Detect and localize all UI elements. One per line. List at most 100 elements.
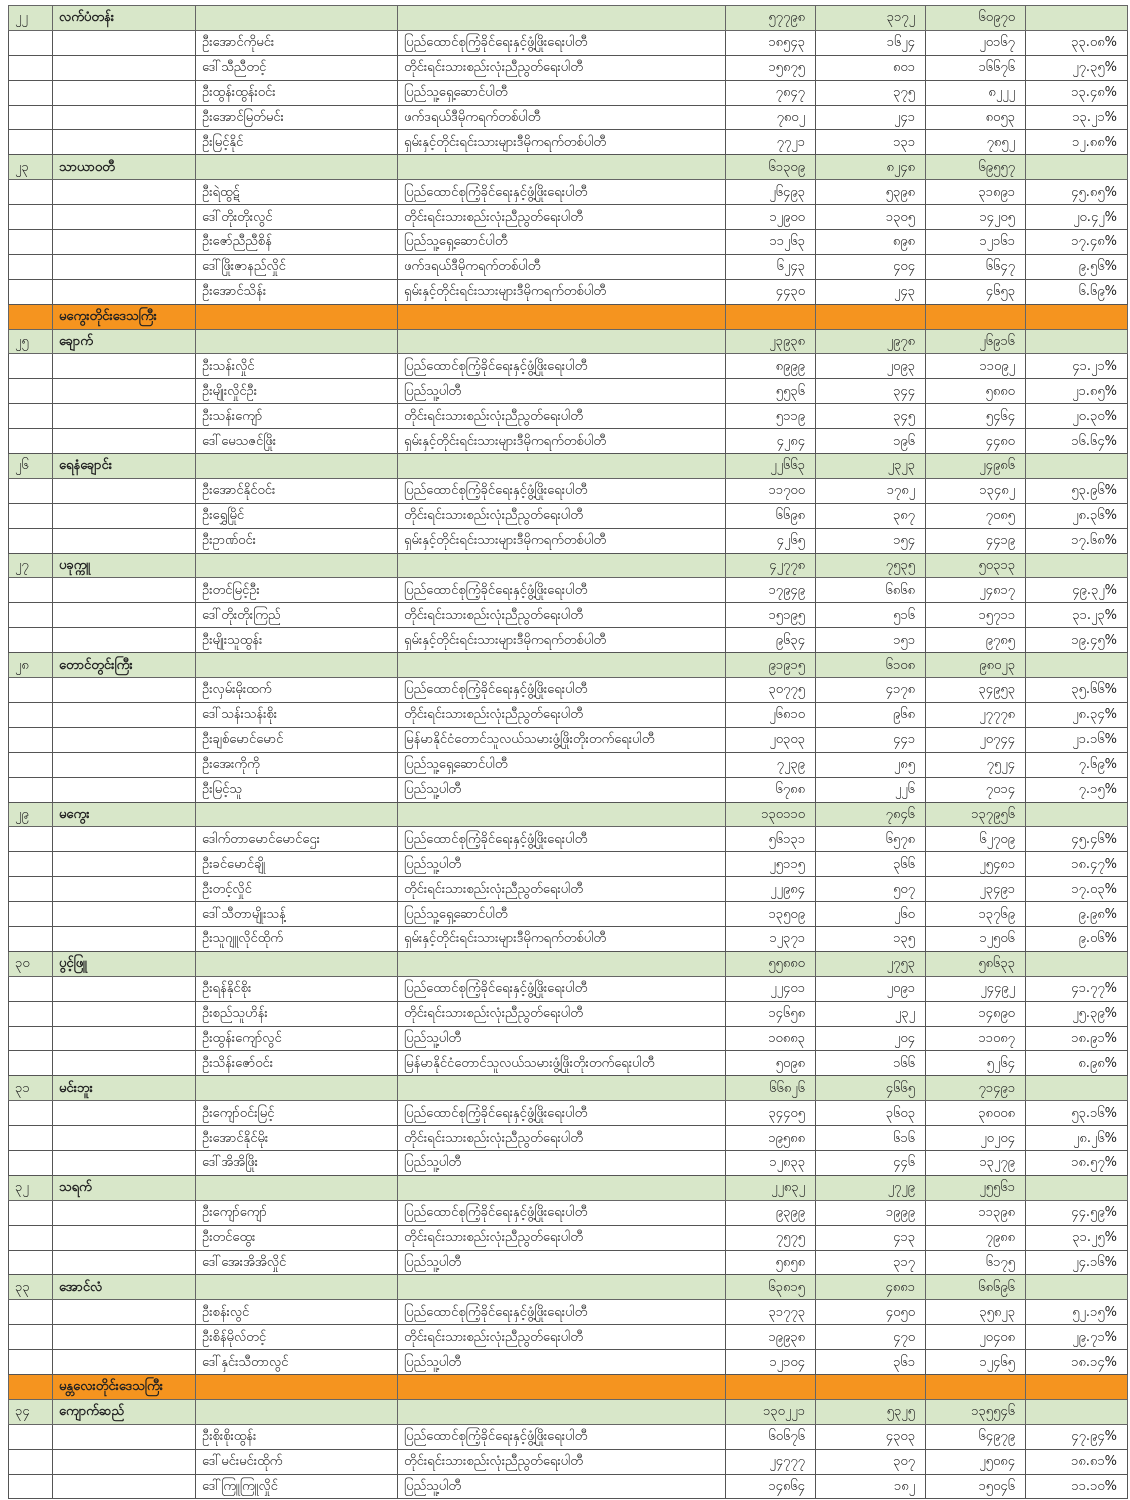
township-name [52,1149,196,1176]
candidate-row: ဦးဥာဏ်ဝင်း ရှမ်းနှင့်တိုင်းရင်းသားများဒီမ… [8,527,1128,554]
valid-votes: ၉၆၃၄ [725,627,816,654]
party-name: ပြည်သူ့ပါတီ [397,1249,726,1276]
candidate-row: ဦးသူဂျူလိုင်ထိုက် ရှမ်းနှင့်တိုင်းရင်းသား… [8,925,1128,952]
township-name [52,1025,196,1052]
party-name: တိုင်းရင်းသားစည်းလုံးညီညွတ်ရေးပါတီ [397,602,726,629]
vote-percentage: ၁၇.၄၈% [1025,229,1128,255]
constituency-row: ၂၂ လက်ပံတန်း ၅၇၇၉၈ ၃၁၇၂ ၆၀၉၇၀ [8,5,1128,31]
vote-percentage: ၁၈.၉၁% [1025,1025,1128,1052]
vote-percentage [1025,1398,1128,1425]
candidate-name: ဦးရဲထွဋ် [195,179,398,206]
vote-percentage: ၅၃.၉၆% [1025,477,1128,504]
township-name [52,851,196,878]
valid-votes: ၂၀၃၀၃ [725,726,816,753]
vote-percentage: ၈.၉၈% [1025,1050,1128,1077]
vote-percentage: ၂၈.၃၄% [1025,701,1128,728]
township-name: မင်းဘူး [52,1075,196,1102]
candidate-row: ဒေါ်သီတာမျိုးသန့် ပြည်သူ့ရှေ့ဆောင်ပါတီ ၁၃၅… [8,901,1128,927]
valid-votes: ၆၆၉၈ [725,502,816,529]
candidate-name: ဦးရန်နိုင်စိုး [195,975,398,1002]
vote-percentage: ၂၀.၄၂% [1025,204,1128,231]
party-name: ပြည်သူ့ပါတီ [397,378,726,405]
constituency-number [8,925,53,952]
township-name [52,179,196,206]
total-votes: ၄၄၁၉ [925,527,1026,554]
candidate-name: ဒေါ်အိအိဖြိုး [195,1149,398,1176]
constituency-number [8,179,53,206]
party-name [397,5,726,31]
valid-votes: ၂၂၈၃၂ [725,1174,816,1201]
candidate-row: ဦးတင့်လှိုင် တိုင်းရင်းသားစည်းလုံးညီညွတ်ရ… [8,876,1128,903]
candidate-row: ဦးအောင်သိန်း ရှမ်းနှင့်တိုင်းရင်းသားများဒ… [8,278,1128,305]
constituency-number: ၂၆ [8,453,53,479]
advance-votes: ၄၇၀ [815,1324,926,1351]
total-votes: ၁၄၂၀၅ [925,204,1026,231]
candidate-row: ဒေါ်တိုးတိုးလွင် တိုင်းရင်းသားစည်းလုံးညီည… [8,204,1128,231]
constituency-number [8,1324,53,1351]
constituency-number [8,403,53,430]
constituency-row: ၂၃ သာယာဝတီ ၆၁၃၀၉ ၈၂၄၈ ၆၉၅၅၇ [8,154,1128,181]
township-name: ပခုက္ကူ [52,552,196,579]
constituency-number [8,229,53,255]
constituency-number [8,129,53,156]
constituency-row: ၂၆ ရေနံချောင်း ၂၂၆၆၃ ၂၃၂၃ ၂၄၉၈၆ [8,453,1128,479]
constituency-number: ၂၇ [8,552,53,579]
candidate-name: ဒေါ်တိုးတိုးလွင် [195,204,398,231]
township-name [52,1125,196,1151]
advance-votes: ၇၅၃၅ [815,552,926,579]
party-name: ဖက်ဒရယ်ဒီမိုကရက်တစ်ပါတီ [397,104,726,131]
party-name [397,652,726,679]
party-name [397,1174,726,1201]
constituency-number: ၂၅ [8,328,53,355]
advance-votes: ၅၃၉၈ [815,179,926,206]
candidate-row: ဦးတင်မြင့်ဦး ပြည်ထောင်စုကြံ့ခိုင်ရေးနှင့်… [8,577,1128,604]
valid-votes: ၈၉၉၉ [725,353,816,380]
township-name: မန္တလေးတိုင်းဒေသကြီး [52,1373,196,1400]
candidate-name: ဦးမျိုးသူထွန်း [195,627,398,654]
valid-votes: ၉၁၉၁၅ [725,652,816,679]
constituency-number [8,303,53,330]
constituency-number [8,54,53,81]
advance-votes: ၄၄၁ [815,726,926,753]
constituency-number: ၃၃ [8,1274,53,1301]
candidate-row: ဦးစိုးစိုးထွန်း ပြည်ထောင်စုကြံ့ခိုင်ရေးနှ… [8,1423,1128,1450]
advance-votes: ၉၆၈ [815,701,926,728]
party-name: ပြည်သူ့ပါတီ [397,851,726,878]
vote-percentage: ၂၅.၃၉% [1025,1000,1128,1027]
township-name [52,278,196,305]
candidate-name: ဦးမျိုးလှိုင်ဦး [195,378,398,405]
vote-percentage: ၂၁.၈၅% [1025,378,1128,405]
township-name [52,527,196,554]
advance-votes: ၅၁၆ [815,602,926,629]
constituency-number [8,776,53,803]
constituency-row: ၂၉ မကွေး ၁၃၀၁၁၀ ၇၈၄၆ ၁၃၇၉၅၆ [8,801,1128,828]
total-votes: ၈၀၅၃ [925,104,1026,131]
candidate-name: ဦးတင့်လှိုင် [195,876,398,903]
party-name [397,1398,726,1425]
total-votes: ၂၅၀၈၄ [925,1448,1026,1475]
party-name: မြန်မာနိုင်ငံတောင်သူလယ်သမားဖွံ့ဖြိုးတိုး… [397,726,726,753]
valid-votes: ၅၅၈၈၀ [725,950,816,977]
township-name [52,378,196,405]
constituency-number [8,1299,53,1326]
advance-votes: ၃၁၇ [815,1249,926,1276]
constituency-row: ၃၁ မင်းဘူး ၆၆၈၂၆ ၄၆၆၅ ၇၁၄၉၁ [8,1075,1128,1102]
valid-votes: ၁၀၈၈၃ [725,1025,816,1052]
total-votes: ၁၁၀၉၂ [925,353,1026,380]
total-votes: ၃၅၈၂၃ [925,1299,1026,1326]
vote-percentage: ၁၈.၁၄% [1025,1349,1128,1375]
candidate-name: ဦးမြင့်သူ [195,776,398,803]
valid-votes: ၇၈၄၇ [725,79,816,106]
valid-votes: ၄၂၆၅ [725,527,816,554]
candidate-row: ဒေါ်မင်းမင်းထိုက် တိုင်းရင်းသားစည်းလုံးညီ… [8,1448,1128,1475]
township-name: လက်ပံတန်း [52,5,196,31]
township-name [52,353,196,380]
township-name: ကျောက်ဆည် [52,1398,196,1425]
vote-percentage [1025,801,1128,828]
advance-votes: ၁၆၆ [815,1050,926,1077]
total-votes: ၁၅၇၁၁ [925,602,1026,629]
valid-votes: ၆၁၃၀၉ [725,154,816,181]
valid-votes: ၃၄၄၀၅ [725,1100,816,1127]
candidate-name [195,1075,398,1102]
candidate-row: ဦးကျော်ဝင်းမြင့် ပြည်ထောင်စုကြံ့ခိုင်ရေးန… [8,1100,1128,1127]
